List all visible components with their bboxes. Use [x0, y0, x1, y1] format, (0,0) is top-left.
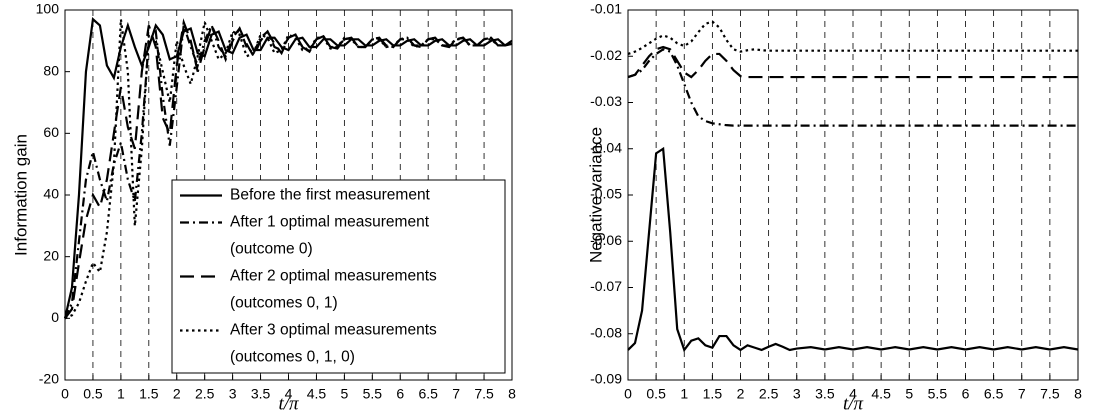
x-tick-label: 7.5: [1040, 386, 1060, 402]
legend-label: After 1 optimal measurement (outcome 0): [230, 214, 430, 258]
x-tick-label: 8: [508, 386, 516, 402]
y-tick-label: -0.04: [590, 139, 622, 155]
x-tick-label: 5: [340, 386, 348, 402]
y-tick-label: 20: [43, 247, 59, 263]
x-axis-label: t/π: [278, 393, 299, 414]
x-tick-label: 1: [117, 386, 125, 402]
x-tick-label: 5.5: [363, 386, 383, 402]
y-tick-label: -0.08: [590, 324, 622, 340]
legend-label-line: After 2 optimal measurements: [230, 268, 437, 285]
x-tick-label: 4: [285, 386, 293, 402]
x-tick-label: 2: [173, 386, 181, 402]
x-tick-label: 6: [396, 386, 404, 402]
y-tick-label: -0.01: [590, 1, 622, 17]
series-line: [627, 48, 1078, 127]
x-tick-label: 6.5: [984, 386, 1004, 402]
legend-box: [171, 179, 506, 374]
y-tick-label: 0: [51, 309, 59, 325]
x-tick-label: 8: [1074, 386, 1082, 402]
x-tick-label: 3: [793, 386, 801, 402]
x-tick-label: 6: [962, 386, 970, 402]
x-tick-label: 0.5: [646, 386, 666, 402]
legend-label: Before the first measurement: [230, 187, 431, 204]
x-tick-label: 4.5: [871, 386, 891, 402]
y-axis-label: Information gain: [11, 134, 30, 256]
y-tick-label: -0.05: [590, 186, 622, 202]
y-tick-label: -20: [39, 371, 59, 387]
x-tick-label: 2: [737, 386, 745, 402]
series-line: [627, 45, 1078, 79]
y-axis-label: Negative variance: [586, 127, 605, 263]
x-axis-label: t/π: [843, 393, 864, 414]
x-tick-label: 2.5: [759, 386, 779, 402]
series-line: [64, 18, 513, 319]
y-tick-label: 80: [43, 62, 59, 78]
x-tick-label: 4: [849, 386, 857, 402]
y-tick-label: 100: [36, 1, 60, 17]
x-tick-label: 1: [680, 386, 688, 402]
x-tick-label: 3.5: [251, 386, 271, 402]
legend-label-line: (outcome 0): [230, 241, 313, 258]
series-line: [64, 18, 513, 320]
x-tick-label: 0.5: [83, 386, 103, 402]
series-line: [627, 20, 1078, 55]
x-tick-label: 1.5: [139, 386, 159, 402]
series-line: [627, 146, 1079, 353]
plot-frame: [64, 9, 513, 381]
x-tick-label: 2.5: [195, 386, 215, 402]
x-tick-label: 0: [61, 386, 69, 402]
legend-label-line: After 1 optimal measurement: [230, 214, 430, 231]
x-tick-label: 5: [905, 386, 913, 402]
y-tick-label: -0.06: [590, 232, 622, 248]
legend-label-line: (outcomes 0, 1, 0): [230, 349, 355, 366]
y-tick-label: -0.02: [590, 47, 622, 63]
x-tick-label: 7: [1018, 386, 1026, 402]
y-tick-label: -0.09: [590, 371, 622, 387]
x-tick-label: 1.5: [703, 386, 723, 402]
x-tick-label: 3.5: [815, 386, 835, 402]
x-tick-label: 7: [452, 386, 460, 402]
x-tick-label: 3: [229, 386, 237, 402]
legend-label-line: After 3 optimal measurements: [230, 322, 437, 339]
x-tick-label: 4.5: [307, 386, 327, 402]
x-tick-label: 0: [624, 386, 632, 402]
legend-label: After 2 optimal measurements (outcomes 0,…: [230, 268, 437, 312]
legend-label-line: (outcomes 0, 1): [230, 295, 338, 312]
x-tick-label: 6.5: [418, 386, 438, 402]
y-tick-label: -0.07: [590, 278, 622, 294]
legend-label: After 3 optimal measurements (outcomes 0,…: [230, 322, 437, 366]
plot-frame: [627, 9, 1079, 381]
y-tick-label: -0.03: [590, 93, 622, 109]
y-tick-label: 60: [43, 124, 59, 140]
x-tick-label: 7.5: [474, 386, 494, 402]
series-line: [63, 17, 513, 319]
y-tick-label: 40: [43, 186, 59, 202]
x-tick-label: 5.5: [928, 386, 948, 402]
legend-label-line: Before the first measurement: [230, 187, 431, 204]
